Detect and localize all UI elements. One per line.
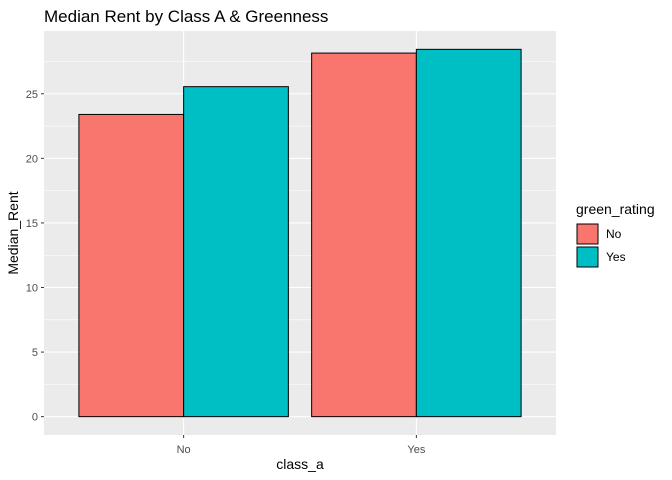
bars <box>78 48 522 418</box>
y-tick-label: 20 <box>26 153 38 165</box>
y-tick-label: 15 <box>26 218 38 230</box>
y-tick-label: 5 <box>32 347 38 359</box>
x-axis-title: class_a <box>276 456 324 472</box>
bar-yes-no <box>311 52 417 418</box>
legend: green_rating No Yes <box>576 201 655 268</box>
y-axis-ticks: 0 5 10 15 20 25 <box>26 89 44 424</box>
legend-label-yes: Yes <box>606 250 626 264</box>
legend-items: No Yes <box>576 223 626 268</box>
legend-title: green_rating <box>576 201 655 217</box>
legend-label-no: No <box>606 227 622 241</box>
x-tick-label: Yes <box>407 444 425 456</box>
y-tick-label: 0 <box>32 412 38 424</box>
bar-no-no <box>78 113 185 418</box>
x-axis-ticks: No Yes <box>177 435 426 456</box>
y-tick-label: 25 <box>26 89 38 101</box>
legend-key-yes <box>576 246 599 268</box>
y-tick-label: 10 <box>26 283 38 295</box>
x-tick-label: No <box>177 444 191 456</box>
chart-title: Median Rent by Class A & Greenness <box>44 7 328 26</box>
legend-key-no <box>576 223 599 245</box>
bar-yes-yes <box>415 48 522 418</box>
y-axis-title: Median_Rent <box>5 191 21 274</box>
bar-no-yes <box>183 86 289 418</box>
